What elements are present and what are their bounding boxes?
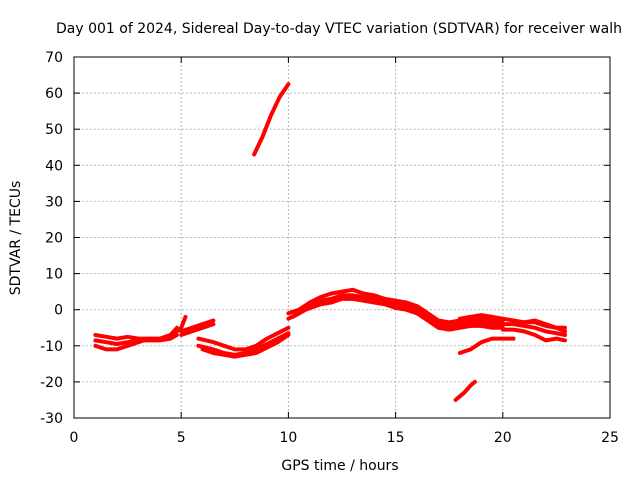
y-tick-label: 60 (45, 86, 63, 102)
series-arc-6c (290, 296, 505, 332)
y-tick-label: -30 (40, 411, 63, 427)
y-tick-label: 20 (45, 231, 63, 247)
series-arc-5 (252, 82, 291, 157)
series-arc-4b (196, 325, 291, 352)
x-axis-title: GPS time / hours (281, 458, 398, 474)
series-arc-2 (170, 314, 188, 337)
y-axis-title: SDTVAR / TECUs (8, 181, 24, 296)
y-tick-label: -10 (40, 339, 63, 355)
series-arc-9b (479, 320, 567, 337)
series-arc-1c (93, 329, 179, 346)
ticks: 0 5 10 15 20 25 -30 -20 -10 0 10 20 30 40 50 60 70 (40, 50, 619, 446)
y-tick-label: 40 (45, 158, 63, 174)
x-tick-label: 25 (601, 430, 619, 446)
x-tick-label: 5 (177, 430, 186, 446)
series-arc-9c (500, 327, 567, 343)
y-tick-label: 50 (45, 122, 63, 138)
series-arc-4c (200, 333, 291, 359)
chart-title: Day 001 of 2024, Sidereal Day-to-day VTE… (56, 21, 622, 37)
y-tick-label: 30 (45, 194, 63, 210)
series-arc-6a (286, 293, 505, 328)
grid (74, 57, 610, 418)
y-tick-label: 0 (54, 303, 63, 319)
series-arc-3b (179, 322, 216, 337)
series-arc-8 (453, 379, 477, 402)
x-tick-label: 0 (70, 430, 79, 446)
series-group (93, 82, 567, 402)
y-tick-label: 10 (45, 267, 63, 283)
series-arc-7 (457, 336, 516, 355)
y-tick-label: -20 (40, 375, 63, 391)
series-arc-9d (522, 318, 567, 334)
series-arc-3a (179, 318, 216, 334)
x-tick-label: 10 (279, 430, 297, 446)
y-tick-label: 70 (45, 50, 63, 66)
x-tick-label: 20 (494, 430, 512, 446)
x-tick-label: 15 (387, 430, 405, 446)
